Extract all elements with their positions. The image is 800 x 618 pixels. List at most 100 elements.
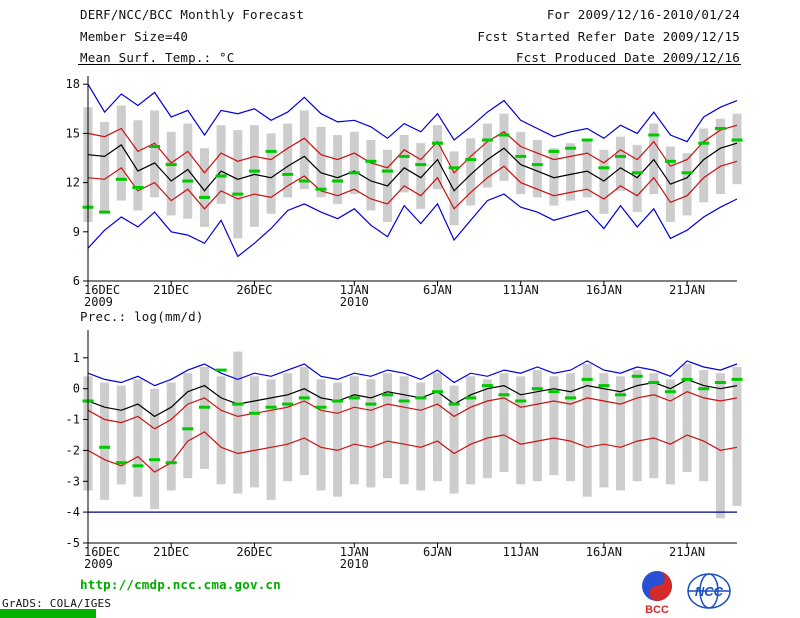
obs-dash xyxy=(698,387,710,391)
obs-dash xyxy=(631,171,643,175)
spread-bar xyxy=(616,136,625,191)
obs-dash xyxy=(664,159,676,163)
bcc-logo-swirl-icon xyxy=(642,571,672,601)
obs-dash xyxy=(99,445,111,449)
x-tick-label: 1JAN xyxy=(340,545,369,559)
spread-bar xyxy=(266,133,276,214)
ensemble-min-line xyxy=(87,193,738,258)
ensemble-mean-line xyxy=(87,142,738,192)
y-tick-label: -5 xyxy=(66,536,80,550)
obs-dash xyxy=(515,399,527,403)
obs-dash xyxy=(215,368,227,372)
spread-bar xyxy=(166,131,176,216)
x-tick-label: 16JAN xyxy=(586,545,622,559)
x-tick-label: 1JAN xyxy=(340,283,369,297)
x-year-label: 2010 xyxy=(340,557,369,571)
spread-bar xyxy=(316,126,326,198)
x-tick-label: 26DEC xyxy=(236,545,272,559)
spread-bar xyxy=(100,382,110,500)
obs-dash xyxy=(215,174,227,178)
spread-bar xyxy=(699,370,709,482)
spread-bar xyxy=(216,376,226,485)
obs-dash xyxy=(565,396,577,400)
spread-bar xyxy=(249,376,259,488)
precip-chart-title: Prec.: log(mm/d) xyxy=(80,309,204,324)
spread-bar xyxy=(183,373,193,479)
spread-bar xyxy=(665,379,675,485)
header-divider xyxy=(78,64,741,65)
spread-bar xyxy=(532,140,542,198)
spread-bar xyxy=(482,379,492,479)
observation-markers xyxy=(82,368,743,468)
fcst-produced-date: Fcst Produced Date 2009/12/16 xyxy=(515,50,740,65)
spread-bar xyxy=(566,143,576,201)
obs-dash xyxy=(248,169,260,173)
obs-dash xyxy=(365,159,377,163)
spread-bar xyxy=(616,376,625,491)
obs-dash xyxy=(598,166,610,170)
spread-bar xyxy=(732,113,742,185)
obs-dash xyxy=(165,163,177,167)
spread-bar xyxy=(433,125,442,190)
spread-bar xyxy=(150,110,160,198)
spread-bar xyxy=(183,123,193,219)
spread-bar xyxy=(449,385,459,494)
spread-bar xyxy=(549,376,559,476)
obs-dash xyxy=(664,390,676,394)
x-tick-label: 11JAN xyxy=(503,545,539,559)
temp-chart-title: Mean Surf. Temp.: °C xyxy=(80,50,235,65)
spread-bar xyxy=(399,135,409,193)
spread-bar xyxy=(399,376,409,485)
x-tick-label: 11JAN xyxy=(503,283,539,297)
spread-bar xyxy=(299,367,309,475)
obs-dash xyxy=(232,192,244,196)
obs-dash xyxy=(115,177,127,181)
grads-credit: GrADS: COLA/IGES xyxy=(2,597,112,610)
spread-bar xyxy=(682,153,692,216)
spread-bar xyxy=(366,379,376,488)
spread-bar xyxy=(715,373,725,519)
x-tick-label: 21JAN xyxy=(669,283,705,297)
y-tick-label: -3 xyxy=(66,474,80,488)
spread-bar xyxy=(116,105,126,201)
obs-dash xyxy=(182,427,194,431)
obs-dash xyxy=(731,138,743,142)
spread-bar xyxy=(516,376,526,485)
member-size: Member Size=40 xyxy=(80,29,189,44)
obs-dash xyxy=(382,393,393,397)
obs-dash xyxy=(315,187,327,191)
spread-bar xyxy=(133,120,143,211)
ensemble-spread-bars xyxy=(83,351,742,519)
website-link[interactable]: http://cmdp.ncc.cma.gov.cn xyxy=(80,577,281,592)
y-tick-label: 9 xyxy=(73,225,80,239)
spread-bar xyxy=(349,131,359,195)
obs-dash xyxy=(332,399,344,403)
spread-bar xyxy=(499,373,509,472)
obs-dash xyxy=(382,169,393,173)
spread-bar xyxy=(632,144,642,213)
obs-dash xyxy=(99,210,111,214)
spread-bar xyxy=(316,379,326,491)
obs-dash xyxy=(448,166,460,170)
obs-dash xyxy=(398,154,410,158)
ncc-logo: NCC xyxy=(687,573,731,609)
obs-dash xyxy=(132,464,144,468)
obs-dash xyxy=(132,186,144,189)
obs-dash xyxy=(714,381,726,384)
spread-bar xyxy=(166,382,176,491)
spread-bar xyxy=(266,379,276,500)
obs-dash xyxy=(415,163,427,167)
obs-dash xyxy=(631,374,643,378)
spread-bar xyxy=(233,351,243,494)
y-tick-label: 15 xyxy=(66,126,80,140)
y-tick-label: 12 xyxy=(66,176,80,190)
obs-dash xyxy=(182,179,194,183)
obs-dash xyxy=(149,458,161,462)
x-tick-label: 16DEC xyxy=(84,545,120,559)
spread-bar xyxy=(449,151,459,226)
x-tick-label: 6JAN xyxy=(423,545,452,559)
x-tick-label: 21DEC xyxy=(153,283,189,297)
obs-dash xyxy=(398,399,410,403)
